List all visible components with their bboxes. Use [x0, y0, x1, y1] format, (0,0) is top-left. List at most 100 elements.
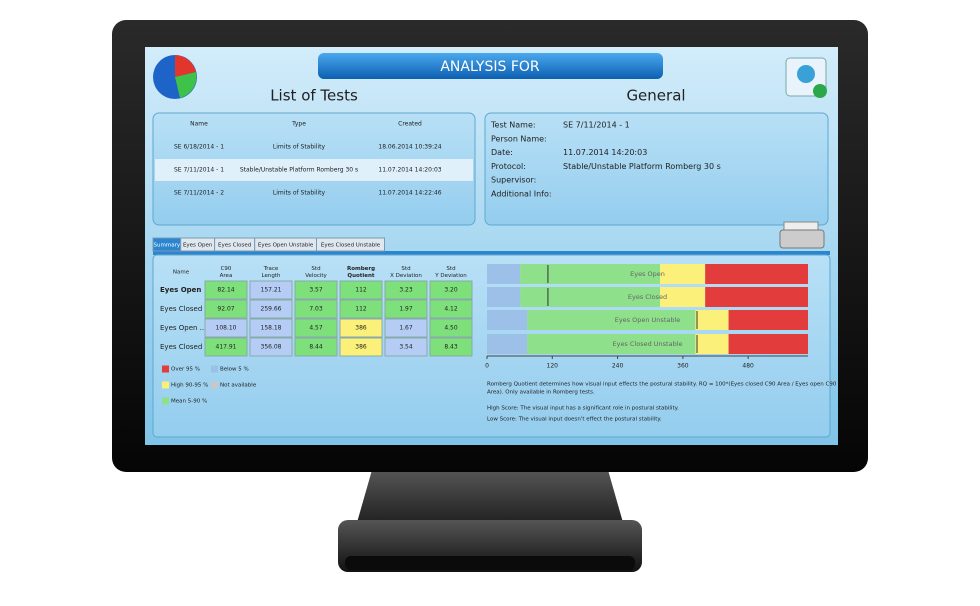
cell-text: 158.18 [261, 325, 282, 332]
cell-text: Limits of Stability [273, 190, 326, 197]
cell [429, 318, 473, 338]
bar-segment [695, 310, 729, 330]
bar-segment [695, 334, 729, 354]
cell [384, 318, 428, 338]
bar-label: Eyes Closed [628, 293, 667, 301]
cell-text: 112 [355, 287, 367, 294]
bar-segment [728, 310, 808, 330]
note: High Score: The visual input has a signi… [487, 406, 679, 412]
stand [338, 470, 642, 572]
column-header: C90 Area [220, 266, 233, 279]
cell [339, 318, 383, 338]
bar-segment [487, 334, 528, 354]
cell-text: 11.07.2014 14:22:46 [378, 190, 441, 197]
column-header: Std Velocity [305, 266, 327, 279]
cell [204, 280, 248, 300]
cell-text: 4.50 [444, 325, 458, 332]
cell [339, 337, 383, 357]
cell-text: 386 [355, 325, 367, 332]
cell [294, 337, 338, 357]
row-name: Eyes Open [160, 286, 201, 294]
cell [339, 280, 383, 300]
cell-text: SE 7/11/2014 - 1 [174, 167, 224, 174]
bar-segment [660, 287, 706, 307]
column-header: Name [190, 121, 208, 128]
field-label: Date: [491, 148, 513, 157]
cell [204, 318, 248, 338]
cell [384, 337, 428, 357]
bar-segment [527, 310, 696, 330]
bar-segment [520, 264, 661, 284]
export-icon[interactable] [785, 57, 827, 98]
tab-label: Eyes Open [183, 243, 213, 249]
cell-text: 157.21 [261, 287, 282, 294]
cell-text: 3.20 [444, 287, 458, 294]
bar-segment [728, 334, 808, 354]
cell-text: SE 6/18/2014 - 1 [174, 144, 224, 151]
app-logo [153, 55, 197, 99]
legend-label: Below 5 % [220, 367, 249, 373]
note: Romberg Quotient determines how visual i… [487, 382, 837, 388]
bar-segment [520, 287, 661, 307]
cell-text: 92.07 [217, 306, 234, 313]
cell [429, 299, 473, 319]
bar-segment [527, 334, 696, 354]
cell [249, 280, 293, 300]
field-label: Supervisor: [491, 176, 536, 185]
bar-label: Eyes Open [630, 270, 665, 278]
cell-text: 4.57 [309, 325, 323, 332]
cell-text: 7.03 [309, 306, 323, 313]
cell [204, 299, 248, 319]
printer-icon[interactable] [779, 221, 825, 249]
cell [204, 337, 248, 357]
tab[interactable] [316, 237, 385, 252]
x-tick-label: 480 [742, 363, 754, 370]
cell [429, 337, 473, 357]
cell-text: 3.54 [399, 344, 413, 351]
column-header: Created [398, 121, 422, 128]
legend-label: Not available [220, 383, 257, 389]
cell [249, 299, 293, 319]
column-header: Trace Length [262, 266, 281, 279]
cell-text: 259.66 [261, 306, 282, 313]
note: Low Score: The visual input doesn't effe… [487, 417, 662, 423]
cell-text: 8.44 [309, 344, 323, 351]
legend-label: Over 95 % [171, 367, 200, 373]
legend-swatch [211, 381, 218, 389]
cell-text: Stable/Unstable Platform Romberg 30 s [240, 167, 358, 174]
column-header: Name [173, 270, 190, 276]
row-name: Eyes Closed ... [160, 343, 211, 351]
legend-swatch [162, 365, 169, 373]
column-header: Std X Deviation [390, 266, 422, 279]
column-header: Std Y Deviation [434, 266, 467, 279]
x-tick-label: 120 [547, 363, 559, 370]
cell-text: 4.12 [444, 306, 458, 313]
bar-segment [487, 287, 521, 307]
header-title: ANALYSIS FOR [440, 59, 540, 75]
general-panel [484, 112, 829, 226]
field-value: 11.07.2014 14:20:03 [563, 148, 647, 157]
cell-text: 11.07.2014 14:20:03 [378, 167, 441, 174]
x-tick-label: 0 [485, 363, 489, 370]
cell [294, 280, 338, 300]
legend-label: High 90-95 % [171, 383, 208, 389]
cell [384, 299, 428, 319]
legend-swatch [162, 397, 169, 405]
cell [294, 299, 338, 319]
bar-segment [705, 287, 808, 307]
test-row[interactable] [155, 159, 473, 181]
cell-text: 3.23 [399, 287, 413, 294]
legend-swatch [211, 365, 218, 373]
cell-text: 112 [355, 306, 367, 313]
section-heading: List of Tests [270, 87, 358, 105]
cell-text: SE 7/11/2014 - 2 [174, 190, 224, 197]
field-value: SE 7/11/2014 - 1 [563, 121, 630, 130]
bar-segment [660, 264, 706, 284]
cell-text: 1.97 [399, 306, 413, 313]
cell-text: 18.06.2014 10:39:24 [378, 144, 441, 151]
section-heading: General [626, 87, 685, 105]
cell-text: 8.43 [444, 344, 458, 351]
field-label: Person Name: [491, 134, 547, 143]
x-tick-label: 360 [677, 363, 689, 370]
